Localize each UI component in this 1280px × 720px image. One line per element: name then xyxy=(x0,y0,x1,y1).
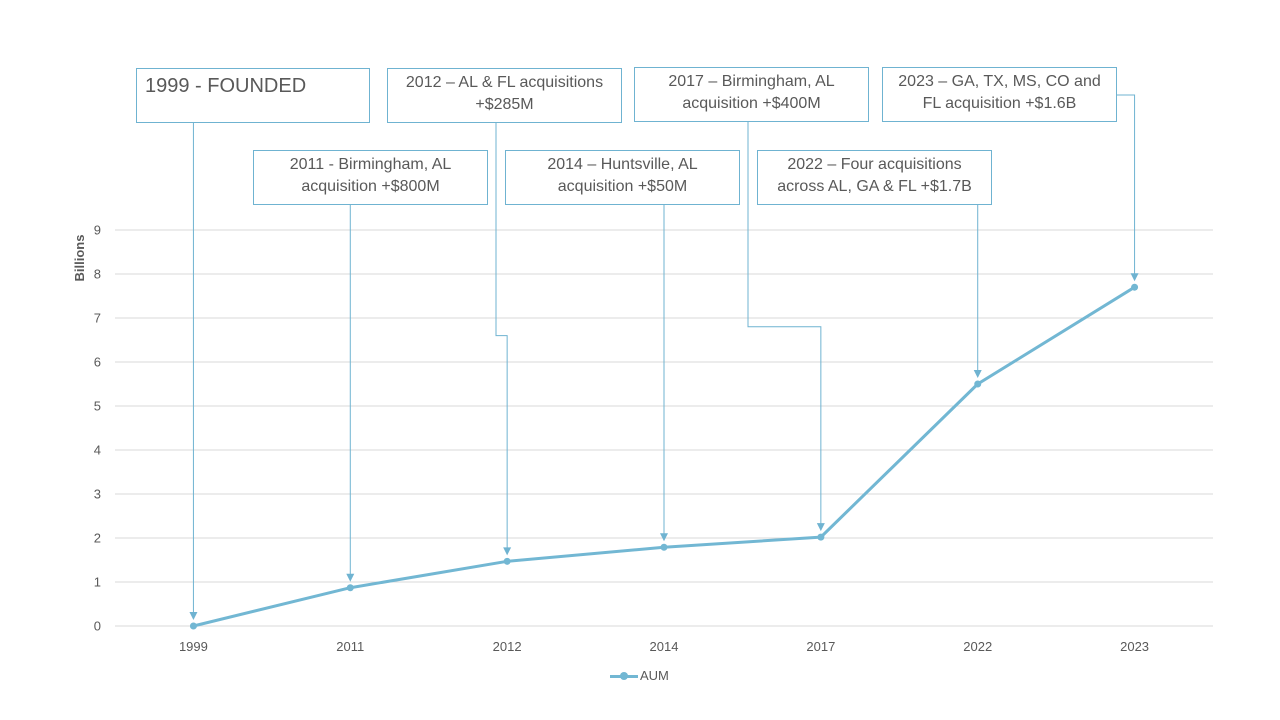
annotation-arrow-icon xyxy=(1130,273,1139,282)
y-tick-label: 5 xyxy=(94,399,101,414)
annotation-connector xyxy=(747,122,822,526)
y-tick-label: 8 xyxy=(94,267,101,282)
x-tick-label: 2023 xyxy=(1120,639,1149,654)
annotation-2012: 2012 – AL & FL acquisitions +$285M xyxy=(387,68,622,123)
x-tick-label: 2017 xyxy=(806,639,835,654)
annotation-arrow-icon xyxy=(816,523,825,532)
data-point xyxy=(660,543,668,551)
annotation-connector xyxy=(495,123,508,550)
annotation-2023: 2023 – GA, TX, MS, CO and FL acquisition… xyxy=(882,67,1117,122)
x-tick-label: 2012 xyxy=(493,639,522,654)
y-tick-label: 4 xyxy=(94,443,101,458)
y-tick-label: 1 xyxy=(94,575,101,590)
legend: AUM xyxy=(610,668,669,683)
legend-label-aum: AUM xyxy=(640,668,669,683)
data-point xyxy=(503,557,511,565)
annotation-arrow-icon xyxy=(503,547,512,556)
y-tick-label: 6 xyxy=(94,355,101,370)
annotation-1999: 1999 - FOUNDED xyxy=(136,68,370,123)
x-tick-label: 2014 xyxy=(650,639,679,654)
y-tick-label: 2 xyxy=(94,531,101,546)
data-point xyxy=(817,533,825,541)
data-point xyxy=(974,380,982,388)
annotation-arrow-icon xyxy=(660,533,668,542)
annotation-arrow-icon xyxy=(346,573,355,582)
annotation-2014: 2014 – Huntsville, AL acquisition +$50M xyxy=(505,150,740,205)
y-axis-title: Billions xyxy=(72,235,87,282)
y-tick-label: 3 xyxy=(94,487,101,502)
data-point xyxy=(189,622,197,630)
data-point xyxy=(346,584,354,592)
x-tick-label: 1999 xyxy=(179,639,208,654)
annotation-connector xyxy=(1117,94,1136,276)
legend-marker-icon xyxy=(610,671,638,681)
annotation-arrow-icon xyxy=(973,370,982,378)
annotation-2022: 2022 – Four acquisitions across AL, GA &… xyxy=(757,150,992,205)
annotation-arrow-icon xyxy=(189,612,198,620)
y-tick-label: 0 xyxy=(94,619,101,634)
annotation-2011: 2011 - Birmingham, AL acquisition +$800M xyxy=(253,150,488,205)
x-tick-label: 2011 xyxy=(336,639,364,654)
y-tick-label: 9 xyxy=(94,223,101,238)
y-tick-label: 7 xyxy=(94,311,101,326)
data-point xyxy=(1131,283,1139,291)
annotation-2017: 2017 – Birmingham, AL acquisition +$400M xyxy=(634,67,869,122)
x-tick-label: 2022 xyxy=(963,639,992,654)
